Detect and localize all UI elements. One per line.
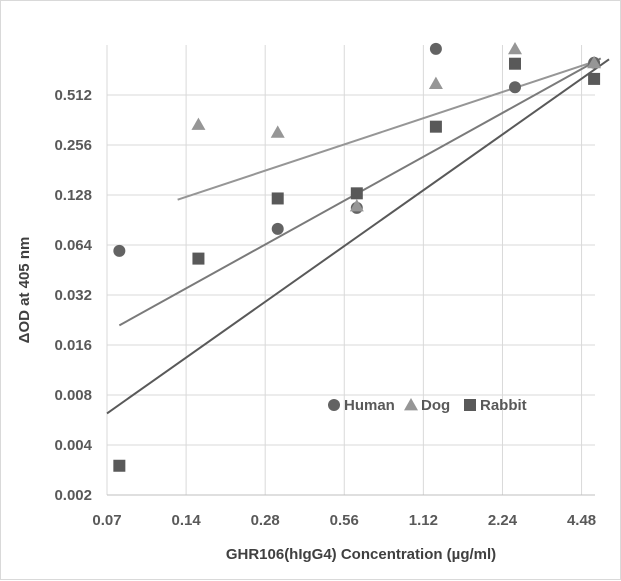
- x-tick-label: 1.12: [409, 512, 438, 529]
- dog-point: [349, 198, 364, 212]
- y-tick-label: 0.004: [54, 437, 92, 454]
- x-tick-label: 2.24: [488, 512, 518, 529]
- rabbit-point: [508, 57, 521, 70]
- rabbit-point: [271, 192, 284, 205]
- x-tick-label: 0.14: [171, 512, 201, 529]
- legend-label-dog: Dog: [421, 397, 450, 414]
- legend: Human Dog Rabbit: [328, 397, 527, 414]
- y-tick-label: 0.512: [54, 87, 92, 104]
- rabbit-point: [429, 120, 442, 133]
- y-tick-label: 0.002: [54, 487, 92, 504]
- human-point: [508, 81, 521, 94]
- y-tick-label: 0.016: [54, 337, 92, 354]
- rabbit-point: [350, 187, 363, 200]
- rabbit-point: [192, 252, 205, 265]
- dog-point: [587, 55, 602, 69]
- x-tick-label: 4.48: [567, 512, 596, 529]
- legend-marker-dog: [404, 398, 418, 411]
- trendline-rabbit: [106, 58, 610, 415]
- dog-point: [191, 117, 206, 130]
- y-axis-title: ΔOD at 405 nm: [16, 237, 33, 344]
- legend-label-human: Human: [344, 397, 395, 414]
- x-tick-label: 0.56: [330, 512, 359, 529]
- legend-label-rabbit: Rabbit: [480, 397, 527, 414]
- axes: 0.07 0.14 0.28 0.56 1.12 2.24 4.48 0.002 0.004 0.…: [54, 87, 596, 529]
- dog-point: [507, 41, 522, 55]
- y-tick-label: 0.128: [54, 187, 92, 204]
- dog-point: [428, 76, 443, 89]
- human-point: [429, 42, 442, 55]
- human-point: [113, 244, 126, 257]
- trendlines: [106, 57, 610, 415]
- trendline-dog: [177, 59, 599, 201]
- rabbit-point: [113, 459, 126, 472]
- dog-point: [270, 125, 285, 138]
- data-points: [113, 41, 602, 472]
- x-tick-label: 0.28: [251, 512, 280, 529]
- human-point: [271, 222, 284, 235]
- y-tick-label: 0.256: [54, 137, 92, 154]
- y-tick-label: 0.064: [54, 237, 92, 254]
- y-tick-label: 0.008: [54, 387, 92, 404]
- rabbit-point: [588, 72, 601, 85]
- x-tick-label: 0.07: [92, 512, 121, 529]
- legend-marker-rabbit: [464, 399, 476, 411]
- y-tick-label: 0.032: [54, 287, 92, 304]
- gridlines: [106, 45, 595, 496]
- x-axis-title: GHR106(hIgG4) Concentration (µg/ml): [226, 546, 496, 563]
- legend-marker-human: [328, 399, 340, 411]
